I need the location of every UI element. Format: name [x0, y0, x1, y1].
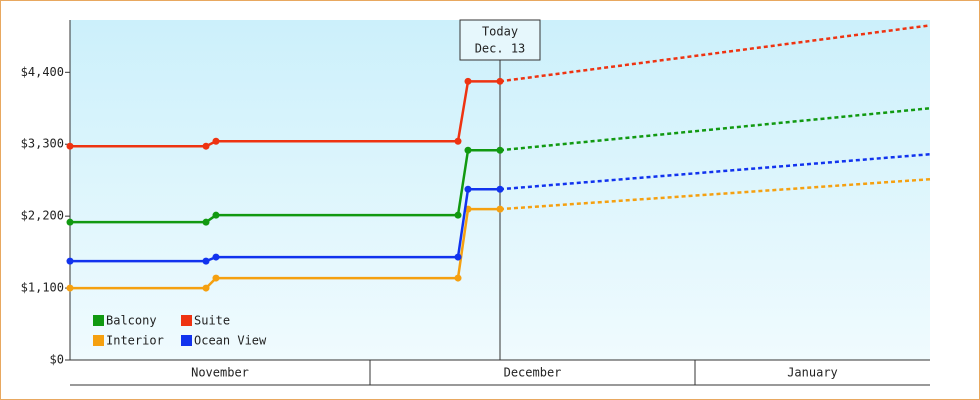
point: [202, 142, 210, 150]
x-band-label: November: [191, 366, 249, 380]
series-line: [70, 187, 500, 263]
point: [202, 218, 210, 226]
y-tick-label: $3,300: [21, 137, 64, 151]
x-band-label: January: [787, 366, 838, 380]
point: [496, 77, 504, 85]
point: [496, 146, 504, 154]
legend-swatch: [181, 335, 192, 346]
point: [454, 211, 462, 219]
legend-swatch: [93, 335, 104, 346]
point: [202, 284, 210, 292]
point: [464, 77, 472, 85]
x-band-label: December: [504, 366, 562, 380]
legend-label: Suite: [194, 314, 230, 328]
point: [454, 274, 462, 282]
forecast-line: [499, 177, 931, 211]
forecast-line: [499, 24, 931, 83]
forecast-line: [499, 107, 931, 152]
point: [454, 253, 462, 261]
y-tick-label: $4,400: [21, 65, 64, 79]
legend-label: Interior: [106, 334, 164, 348]
point: [496, 205, 504, 213]
legend-swatch: [181, 315, 192, 326]
today-box: [459, 19, 541, 61]
point: [66, 218, 74, 226]
point: [464, 146, 472, 154]
point: [212, 137, 220, 145]
series-line: [70, 80, 500, 148]
y-tick-label: $1,100: [21, 281, 64, 295]
point: [454, 137, 462, 145]
legend-swatch: [93, 315, 104, 326]
point: [212, 253, 220, 261]
today-label: Dec. 13: [475, 42, 526, 56]
point: [212, 274, 220, 282]
point: [202, 257, 210, 265]
legend-label: Ocean View: [194, 334, 267, 348]
point: [66, 257, 74, 265]
legend-label: Balcony: [106, 314, 157, 328]
point: [212, 211, 220, 219]
series-line: [70, 207, 500, 290]
point: [66, 142, 74, 150]
point: [464, 185, 472, 193]
today-label: Today: [482, 25, 518, 39]
forecast-line: [499, 152, 931, 191]
series-line: [70, 148, 500, 224]
y-tick-label: $2,200: [21, 209, 64, 223]
y-tick-label: $0: [50, 353, 64, 367]
point: [66, 284, 74, 292]
point: [496, 185, 504, 193]
